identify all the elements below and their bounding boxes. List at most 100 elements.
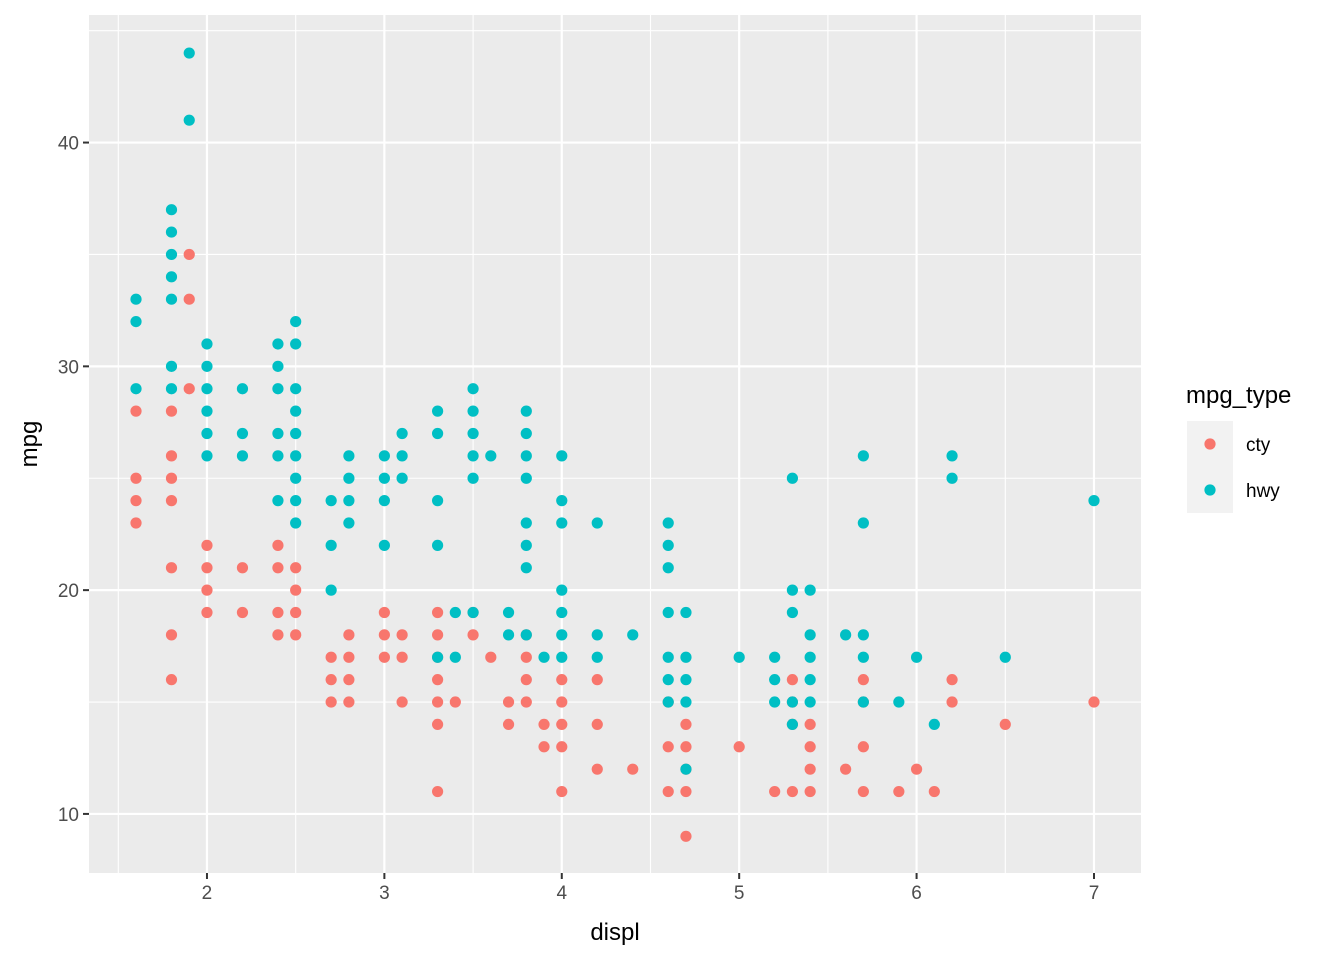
point-hwy (290, 405, 302, 417)
legend-key-cty (1204, 438, 1216, 450)
y-tick-label: 40 (58, 134, 79, 155)
point-cty (165, 450, 178, 462)
point-cty (893, 785, 905, 798)
point-cty (183, 293, 195, 305)
point-hwy (431, 651, 444, 663)
point-hwy (520, 472, 532, 484)
point-hwy (378, 539, 390, 551)
point-hwy (343, 517, 355, 529)
point-hwy (290, 472, 302, 484)
point-hwy (520, 517, 532, 529)
point-hwy (502, 629, 515, 641)
point-cty (165, 674, 178, 686)
point-cty (431, 606, 444, 619)
point-hwy (680, 763, 692, 775)
point-cty (680, 741, 692, 753)
point-hwy (591, 651, 603, 663)
point-cty (591, 763, 603, 775)
point-cty (378, 629, 390, 641)
point-cty (272, 606, 284, 619)
point-hwy (396, 450, 408, 462)
point-cty (201, 584, 213, 596)
point-cty (165, 472, 178, 484)
point-hwy (467, 606, 479, 619)
point-hwy (769, 651, 781, 663)
point-hwy (130, 315, 142, 328)
point-hwy (680, 651, 692, 663)
point-hwy (325, 539, 337, 551)
point-hwy (662, 674, 674, 686)
point-hwy (449, 606, 461, 619)
point-hwy (857, 450, 869, 462)
point-cty (786, 674, 799, 686)
point-hwy (467, 450, 479, 462)
point-hwy (467, 383, 479, 395)
point-hwy (165, 248, 178, 261)
point-hwy (485, 450, 497, 462)
point-cty (591, 718, 603, 731)
point-hwy (769, 696, 781, 708)
point-hwy (857, 629, 869, 641)
point-cty (502, 718, 515, 731)
point-hwy (449, 651, 461, 663)
point-cty (343, 629, 355, 641)
point-hwy (556, 450, 568, 462)
point-cty (290, 629, 302, 641)
x-tick-label: 4 (556, 883, 567, 904)
point-cty (431, 718, 444, 731)
point-hwy (946, 472, 958, 484)
point-hwy (272, 383, 284, 395)
point-hwy (520, 562, 532, 574)
point-hwy (290, 383, 302, 395)
point-hwy (556, 495, 568, 507)
point-cty (840, 763, 852, 775)
point-cty (556, 696, 568, 708)
point-cty (343, 674, 355, 686)
point-hwy (840, 629, 852, 641)
point-cty (325, 696, 337, 708)
point-hwy (290, 338, 302, 350)
x-tick-label: 7 (1089, 883, 1100, 904)
point-hwy (165, 383, 178, 395)
point-hwy (662, 651, 674, 663)
point-cty (396, 696, 408, 708)
point-cty (236, 606, 249, 619)
point-hwy (396, 427, 408, 440)
point-hwy (201, 360, 213, 372)
point-hwy (165, 360, 178, 372)
point-cty (449, 696, 461, 708)
point-hwy (130, 383, 142, 395)
point-hwy (946, 450, 958, 462)
point-cty (502, 696, 515, 708)
point-hwy (786, 718, 799, 731)
x-tick-label: 5 (734, 883, 745, 904)
point-cty (1088, 696, 1100, 708)
x-tick-label: 3 (379, 883, 390, 904)
legend: mpg_type cty hwy (1186, 382, 1291, 513)
point-hwy (201, 405, 213, 417)
point-hwy (236, 427, 249, 440)
point-hwy (804, 584, 816, 596)
point-hwy (520, 450, 532, 462)
point-hwy (290, 517, 302, 529)
point-hwy (165, 204, 178, 216)
point-cty (431, 696, 444, 708)
point-cty (165, 405, 178, 417)
point-hwy (378, 495, 390, 507)
point-cty (538, 718, 550, 731)
point-cty (786, 785, 799, 798)
point-hwy (733, 651, 745, 663)
point-hwy (183, 47, 195, 59)
legend-key-hwy (1204, 484, 1216, 496)
point-cty (325, 651, 337, 663)
point-hwy (165, 271, 178, 283)
point-hwy (769, 674, 781, 686)
point-cty (343, 651, 355, 663)
point-hwy (857, 696, 869, 708)
point-cty (431, 629, 444, 641)
point-cty (272, 539, 284, 551)
point-cty (857, 741, 869, 753)
point-hwy (236, 450, 249, 462)
point-cty (183, 248, 195, 261)
